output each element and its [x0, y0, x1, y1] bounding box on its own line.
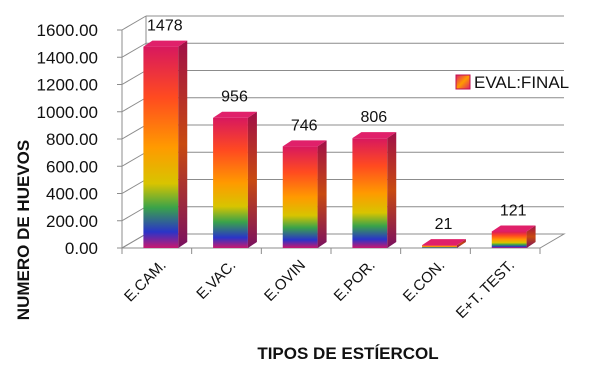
gridline-diagonal — [122, 152, 146, 166]
y-tick-label: 0.00 — [65, 239, 98, 258]
legend: EVAL:FINAL — [456, 73, 569, 92]
x-axis-title: TIPOS DE ESTÍERCOL — [257, 344, 438, 363]
bar-side — [178, 41, 187, 248]
y-tick-label: 1200.00 — [37, 76, 98, 95]
gridlines — [122, 16, 564, 248]
gridline-diagonal — [122, 180, 146, 194]
legend-swatch — [456, 75, 470, 89]
data-label: 806 — [360, 109, 387, 126]
y-tick-label: 200.00 — [46, 212, 98, 231]
y-tick-label: 1000.00 — [37, 103, 98, 122]
gridline-diagonal — [122, 98, 146, 112]
bar-front — [492, 232, 527, 248]
data-label: 1478 — [147, 18, 183, 35]
x-tick-label: E.CON. — [400, 257, 449, 306]
y-tick-label: 1400.00 — [37, 48, 98, 67]
x-tick-label: E.POR. — [331, 257, 379, 305]
x-tick-label: E.CAM. — [121, 257, 170, 306]
y-tick-label: 800.00 — [46, 130, 98, 149]
bar-front — [422, 245, 457, 248]
gridline-diagonal — [122, 43, 146, 57]
bar — [283, 140, 327, 248]
data-label: 746 — [291, 117, 318, 134]
bar — [422, 239, 466, 248]
x-tick-label: E.OVIN — [261, 257, 309, 305]
bar-front — [352, 138, 387, 248]
x-tick-label: E.VAC. — [193, 257, 239, 303]
y-tick-label: 600.00 — [46, 157, 98, 176]
gridline-diagonal — [122, 16, 146, 30]
bar-side — [318, 140, 327, 248]
data-label: 956 — [221, 89, 248, 106]
legend-label: EVAL:FINAL — [474, 73, 569, 92]
bar-side — [387, 132, 396, 248]
bar — [352, 132, 396, 248]
bar — [143, 41, 187, 248]
x-tick-labels: E.CAM. E.VAC. E.OVIN E.POR. E.CON. E+T. TEST. — [121, 257, 518, 322]
bar-side — [248, 112, 257, 248]
bar-front — [283, 146, 318, 248]
y-tick-labels: 0.00 200.00 400.00 600.00 800.00 1000.00 1200.… — [37, 21, 98, 258]
gridline-diagonal — [122, 71, 146, 85]
y-tick-label: 1600.00 — [37, 21, 98, 40]
bar-front — [213, 118, 248, 248]
y-tick-label: 400.00 — [46, 185, 98, 204]
data-label: 121 — [500, 203, 527, 220]
bars — [143, 41, 535, 248]
bar-front — [143, 47, 178, 248]
y-axis-title: NUMERO DE HUEVOS — [14, 140, 33, 320]
gridline-diagonal — [122, 207, 146, 221]
bar — [492, 226, 536, 248]
data-label: 21 — [435, 216, 453, 233]
gridline-diagonal — [122, 125, 146, 139]
bar — [213, 112, 257, 248]
x-tick-label: E+T. TEST. — [453, 257, 518, 322]
